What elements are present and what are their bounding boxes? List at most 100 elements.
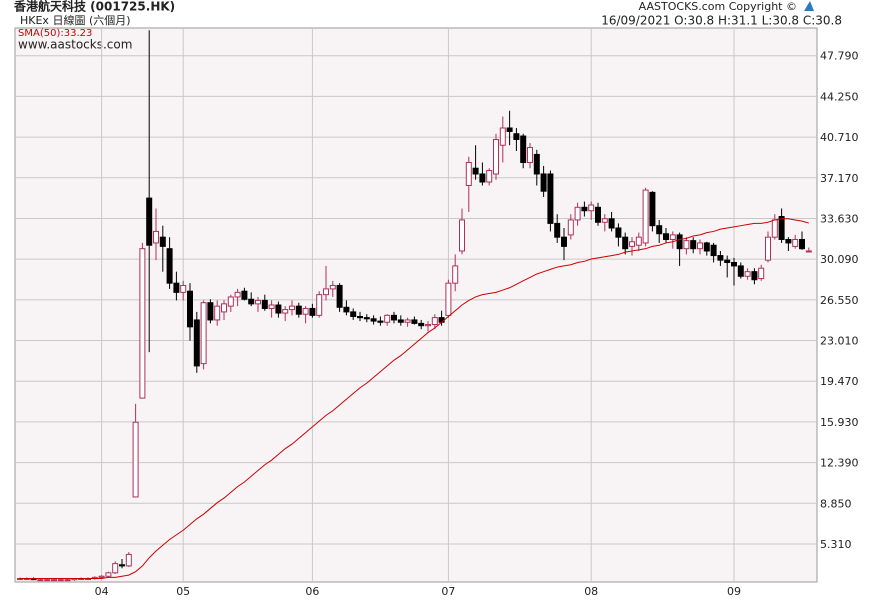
candle-body (316, 294, 323, 316)
candle-body (445, 282, 452, 316)
candle-body (703, 242, 710, 252)
candle-body (438, 317, 445, 323)
y-tick-label: 33.630 (820, 212, 859, 225)
candle-body (479, 173, 486, 183)
candle-body (425, 324, 431, 327)
candle-body (669, 234, 676, 240)
candle-body (642, 189, 649, 244)
x-tick-label: 04 (95, 585, 109, 598)
candle-body (105, 572, 112, 577)
y-tick-label: 19.470 (820, 375, 859, 388)
candle-body (778, 215, 785, 240)
candle-body (418, 322, 425, 327)
candle-body (792, 238, 799, 247)
candle-body (221, 303, 227, 313)
candle-body (357, 315, 363, 319)
candle-body (499, 127, 506, 146)
candle-body (554, 222, 561, 238)
candle-body (255, 299, 261, 305)
y-tick-label: 40.710 (820, 131, 859, 144)
candle-body (493, 138, 499, 175)
candle-body (547, 173, 554, 224)
y-tick-label: 12.390 (820, 457, 859, 470)
candle-body (561, 236, 567, 247)
candle-body (629, 241, 635, 247)
candle-body (683, 240, 690, 250)
y-tick-label: 44.250 (820, 90, 859, 103)
candle-body (51, 579, 57, 582)
candle-body (241, 290, 248, 300)
candle-body (261, 299, 268, 309)
candle-body (751, 271, 758, 281)
candle-body (289, 305, 295, 311)
candle-body (581, 206, 588, 212)
sma-legend: SMA(50):33.23 (18, 28, 92, 39)
candle-body (744, 271, 751, 277)
candle-body (758, 267, 765, 280)
candle-body (268, 304, 275, 309)
candle-body (302, 307, 309, 315)
candle-body (397, 319, 404, 323)
x-tick-label: 07 (441, 585, 455, 598)
candle-body (459, 219, 465, 252)
x-tick-label: 09 (727, 585, 741, 598)
candle-body (282, 309, 289, 314)
plot-area (14, 27, 818, 583)
candle-body (159, 236, 166, 247)
candle-body (384, 314, 391, 323)
y-tick-label: 37.170 (820, 172, 859, 185)
candle-body (180, 284, 187, 293)
candle-body (207, 302, 214, 321)
candle-body (57, 579, 64, 582)
candle-body (805, 250, 812, 253)
candle-body (527, 147, 533, 163)
quote: 16/09/2021 O:30.8 H:31.1 L:30.8 C:30.8 (601, 14, 842, 28)
candle-body (717, 255, 724, 261)
y-tick-label: 30.090 (820, 253, 859, 266)
candle-body (193, 319, 200, 367)
candle-body (465, 161, 472, 186)
candle-body (771, 219, 778, 238)
candle-body (567, 219, 574, 236)
candle-body (724, 259, 731, 263)
logo (804, 1, 814, 11)
candle-body (506, 127, 513, 132)
candle-body (663, 233, 669, 240)
candle-body (574, 206, 581, 221)
website: www.aastocks.com (18, 38, 132, 52)
candle-body (119, 564, 125, 567)
candle-body (377, 320, 384, 323)
candle-body (132, 421, 139, 498)
candle-body (656, 225, 663, 235)
x-tick-label: 08 (584, 585, 598, 598)
candle-body (125, 553, 132, 567)
candle-body (350, 311, 357, 317)
candle-body (799, 238, 805, 250)
x-tick-label: 06 (305, 585, 319, 598)
y-tick-label: 15.930 (820, 416, 859, 429)
candle-body (615, 227, 622, 238)
candle-body (608, 218, 615, 229)
candle-body (452, 265, 459, 284)
candle-body (785, 238, 792, 244)
candle-body (697, 242, 703, 250)
candle-body (690, 240, 697, 250)
sma-line (20, 218, 809, 580)
candle-body (588, 204, 595, 212)
candle-body (153, 230, 159, 244)
candle-body (227, 296, 234, 307)
candle-body (411, 319, 418, 324)
candle-body (234, 291, 241, 298)
candle-body (486, 170, 493, 183)
y-tick-label: 8.850 (820, 497, 852, 510)
candle-body (275, 304, 282, 314)
x-tick-label: 05 (176, 585, 190, 598)
y-tick-label: 5.310 (820, 538, 852, 551)
candle-body (336, 284, 343, 308)
candle-body (601, 218, 608, 223)
candle-body (431, 317, 438, 326)
candle-body (146, 197, 153, 246)
candle-body (323, 288, 329, 296)
y-tick-label: 47.790 (820, 50, 859, 63)
